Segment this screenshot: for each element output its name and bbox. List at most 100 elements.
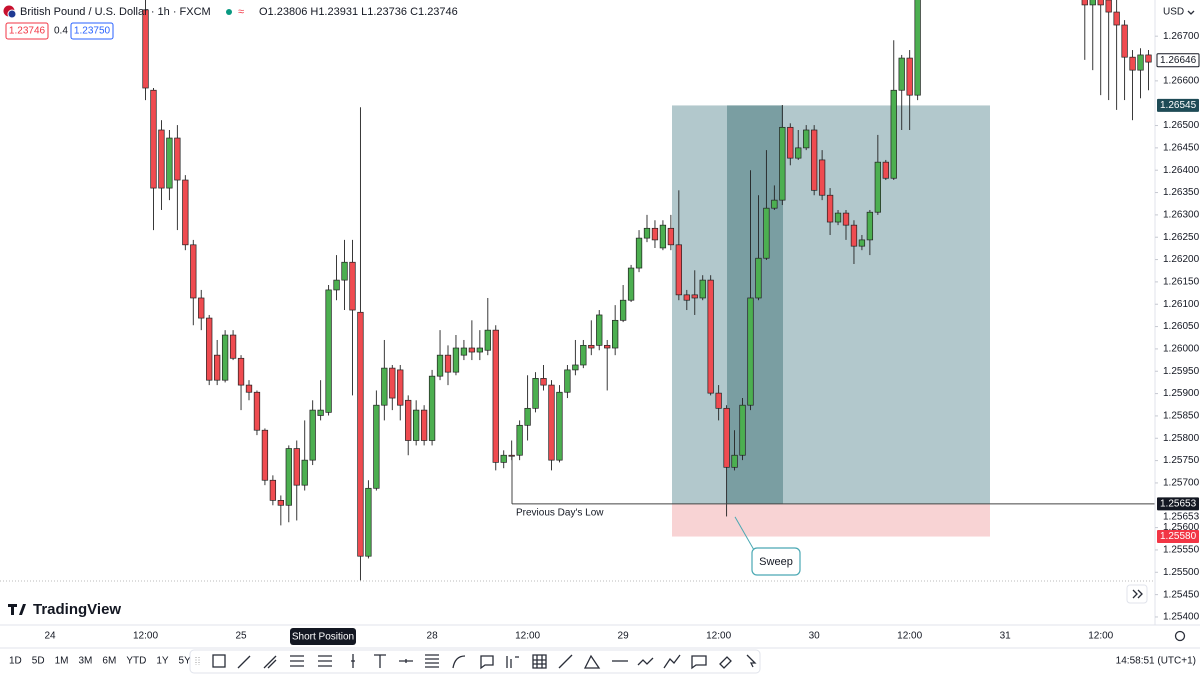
tool-long-position[interactable] xyxy=(290,655,304,667)
target-price-badge xyxy=(1157,98,1199,112)
tool-price-range[interactable] xyxy=(351,654,355,668)
current-price-badge xyxy=(1156,53,1200,68)
candle-body xyxy=(1081,0,1088,6)
y-tick-label: 1.26350 xyxy=(1163,187,1200,198)
candle-body xyxy=(596,314,603,346)
range-button[interactable]: 6M xyxy=(102,656,116,667)
y-tick-label: 1.26200 xyxy=(1163,254,1200,265)
candle-body xyxy=(269,479,277,501)
branding: TradingView xyxy=(8,601,121,618)
loss-zone xyxy=(672,503,990,537)
tool-note[interactable] xyxy=(691,655,707,670)
candle-body xyxy=(779,126,786,201)
candle-body xyxy=(580,344,587,366)
candle-body xyxy=(540,378,547,386)
x-tick-label: 30 xyxy=(809,631,821,642)
ask-price: 1.23750 xyxy=(74,26,111,37)
symbol-title[interactable]: British Pound / U.S. Dollar · 1h · FXCM xyxy=(20,6,211,18)
y-tick-label: 1.25850 xyxy=(1163,411,1200,422)
tool-elliott[interactable] xyxy=(663,654,681,669)
scroll-icon xyxy=(1132,589,1143,599)
tool-trendline[interactable] xyxy=(237,655,251,669)
bid-box[interactable] xyxy=(5,22,49,40)
x-tick-label: 12:00 xyxy=(706,631,731,642)
candle-body xyxy=(293,448,300,486)
ask-box[interactable] xyxy=(70,22,114,40)
candle-body xyxy=(166,137,173,189)
previous-day-low-label: Previous Day's Low xyxy=(516,508,604,519)
candle-body xyxy=(190,244,197,299)
tool-fib[interactable] xyxy=(425,654,439,668)
candle-body xyxy=(413,409,420,441)
candle-body xyxy=(500,454,507,463)
tool-rectangle[interactable] xyxy=(212,654,226,668)
candle-body xyxy=(1097,0,1104,6)
y-tick-label: 1.25400 xyxy=(1163,612,1200,623)
candle-body xyxy=(906,57,913,96)
candle-body xyxy=(667,227,675,246)
tool-cursor[interactable] xyxy=(746,654,757,668)
candle-body xyxy=(699,279,706,299)
stop-price-badge-label: 1.25580 xyxy=(1160,531,1197,542)
candle-body xyxy=(277,500,284,506)
y-tick-label: 1.26700 xyxy=(1163,31,1200,42)
range-button[interactable]: YTD xyxy=(126,656,146,667)
tool-horizontal-ray[interactable] xyxy=(399,659,413,663)
candle-body xyxy=(229,334,237,359)
candle-body xyxy=(349,261,356,311)
tool-curve[interactable] xyxy=(452,655,466,669)
tool-pattern[interactable] xyxy=(637,657,654,666)
y-tick-label: 1.25900 xyxy=(1163,388,1200,399)
y-tick-label: 1.26500 xyxy=(1163,120,1200,131)
y-tick-label: 1.25500 xyxy=(1163,567,1200,578)
tool-channel[interactable] xyxy=(263,655,277,669)
tool-text[interactable] xyxy=(374,654,386,668)
tool-grid[interactable] xyxy=(532,654,547,669)
candle-body xyxy=(874,161,881,213)
range-button[interactable]: 1Y xyxy=(156,656,169,667)
spread: 0.4 xyxy=(54,26,68,37)
range-button[interactable]: 3M xyxy=(79,656,93,667)
x-tick-label: 12:00 xyxy=(515,631,540,642)
tool-ray[interactable] xyxy=(558,654,573,669)
price-scale: 1.26700 1.26600 1.26500 1.26450 1.26400 1.263… xyxy=(1155,31,1200,623)
currency-caret xyxy=(1187,10,1195,15)
sweep-label: Sweep xyxy=(759,556,793,568)
drawing-toolbar xyxy=(189,649,761,674)
tool-short-position[interactable] xyxy=(318,655,332,667)
candle-body xyxy=(253,391,261,431)
sweep-pointer xyxy=(734,516,755,551)
logo-mark xyxy=(8,604,26,615)
candle-body xyxy=(572,364,579,371)
tool-fan[interactable] xyxy=(583,654,601,669)
y-tick-label: 1.25700 xyxy=(1163,478,1200,489)
range-button[interactable]: 5Y xyxy=(179,656,192,667)
y-tick-label: 1.25750 xyxy=(1163,455,1200,466)
candle-body xyxy=(214,354,221,381)
candle-body xyxy=(285,448,292,506)
candle-body xyxy=(325,289,332,413)
currency-label[interactable]: USD xyxy=(1163,7,1184,18)
symbol-header: British Pound / U.S. Dollar · 1h · FXCM … xyxy=(3,5,458,40)
tool-projection[interactable] xyxy=(506,656,519,668)
range-button[interactable]: 1M xyxy=(55,656,69,667)
x-tick-label: 12:00 xyxy=(1088,631,1113,642)
candle-body xyxy=(612,319,619,349)
settings-icon[interactable] xyxy=(1174,630,1186,642)
candle-body xyxy=(556,391,563,461)
tool-eraser[interactable] xyxy=(719,656,732,669)
candle-body xyxy=(866,211,874,241)
y-tick-label: 1.25800 xyxy=(1163,433,1200,444)
candle-body xyxy=(1121,24,1128,58)
candle-body xyxy=(858,239,866,247)
candle-body xyxy=(1137,54,1144,71)
candle-body xyxy=(150,89,157,189)
range-button[interactable]: 1D xyxy=(9,656,22,667)
tool-callout[interactable] xyxy=(480,655,494,670)
current-price-badge-label: 1.26646 xyxy=(1160,55,1197,66)
candle-body xyxy=(763,207,770,259)
tooltip: Short Position xyxy=(292,632,354,643)
candle-body xyxy=(405,399,412,441)
range-button[interactable]: 5D xyxy=(32,656,45,667)
time-axis xyxy=(0,625,1200,648)
